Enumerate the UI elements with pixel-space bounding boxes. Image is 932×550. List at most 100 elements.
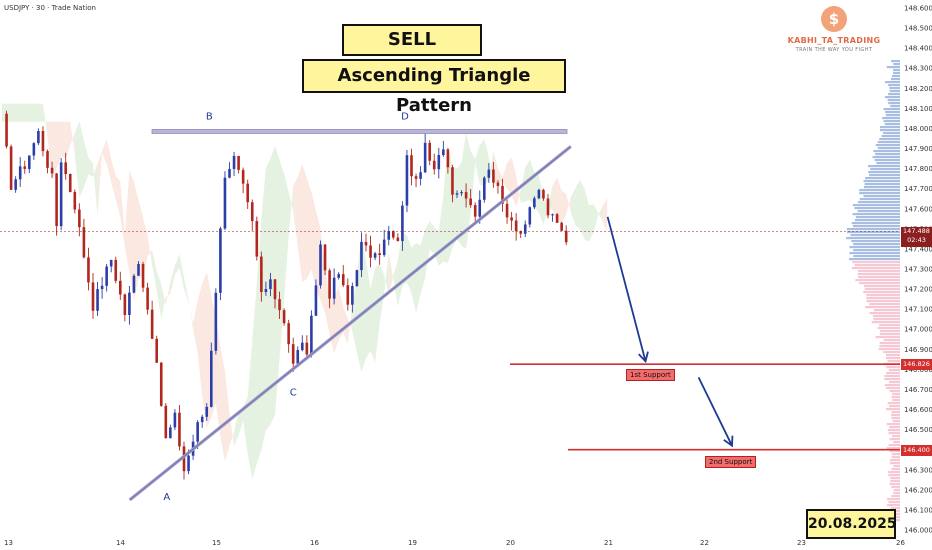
candle-body bbox=[155, 338, 158, 363]
candle-body bbox=[483, 177, 486, 200]
profile-bar bbox=[889, 90, 900, 93]
cloud-segment bbox=[174, 253, 180, 275]
cloud-segment bbox=[279, 159, 285, 359]
y-tick-label: 147.900 bbox=[904, 145, 932, 153]
y-tick-label: 147.600 bbox=[904, 205, 932, 213]
cloud-segment bbox=[416, 243, 421, 313]
candle-body bbox=[360, 241, 363, 271]
date-stamp: 20.08.2025 bbox=[806, 509, 897, 539]
candle-body bbox=[501, 185, 504, 204]
price-axis: 148.600 148.500 148.400 148.300 148.200 148.1… bbox=[900, 0, 932, 550]
candle-body bbox=[169, 427, 172, 439]
candle-body bbox=[91, 282, 95, 311]
cloud-segment bbox=[170, 265, 175, 294]
candle-body bbox=[137, 263, 140, 276]
y-tick-label: 148.500 bbox=[904, 25, 932, 33]
profile-bar bbox=[863, 195, 900, 198]
drawings bbox=[0, 129, 900, 502]
profile-bar bbox=[875, 144, 900, 147]
candle-body bbox=[5, 113, 8, 147]
profile-bar bbox=[859, 282, 900, 285]
candle-body bbox=[14, 179, 17, 190]
profile-bar bbox=[883, 351, 900, 354]
brand-tagline: TRAIN THE WAY YOU FIGHT bbox=[795, 47, 873, 53]
cloud-segment bbox=[106, 139, 112, 182]
profile-bar bbox=[846, 228, 900, 231]
profile-bar bbox=[874, 159, 900, 162]
cloud-segment bbox=[52, 121, 57, 180]
profile-bar bbox=[846, 237, 900, 240]
profile-bar bbox=[888, 102, 900, 105]
cloud-segment bbox=[33, 103, 39, 122]
candle-body bbox=[141, 263, 145, 288]
profile-bar bbox=[889, 426, 900, 429]
profile-bar bbox=[887, 402, 900, 405]
profile-bar bbox=[887, 498, 900, 501]
profile-bar bbox=[879, 345, 900, 348]
candle-body bbox=[492, 169, 495, 183]
profile-bar bbox=[888, 444, 900, 447]
candle-body bbox=[64, 162, 67, 175]
y-tick-label: 147.200 bbox=[904, 286, 932, 294]
profile-bar bbox=[888, 501, 900, 504]
candle-body bbox=[564, 230, 568, 243]
y-tick-label: 147.100 bbox=[904, 306, 932, 314]
cloud-segment bbox=[529, 159, 535, 207]
profile-bar bbox=[884, 96, 900, 99]
support-label-2: 2nd Support bbox=[705, 456, 757, 468]
y-tick-label: 146.300 bbox=[904, 466, 932, 474]
cloud-segment bbox=[575, 179, 580, 229]
profile-bar bbox=[889, 381, 900, 384]
profile-bar bbox=[877, 141, 900, 144]
cloud-segment bbox=[538, 175, 544, 225]
profile-bar bbox=[883, 339, 900, 342]
candle-body bbox=[323, 244, 327, 271]
profile-bar bbox=[872, 156, 900, 159]
y-tick-label: 148.100 bbox=[904, 105, 932, 113]
profile-bar bbox=[858, 270, 900, 273]
x-tick-label: 19 bbox=[408, 539, 417, 547]
cloud-segment bbox=[179, 253, 184, 289]
cloud-segment bbox=[42, 103, 48, 137]
profile-bar bbox=[866, 294, 900, 297]
cloud-segment bbox=[329, 297, 335, 354]
cloud-segment bbox=[238, 406, 244, 436]
cloud-segment bbox=[384, 252, 389, 295]
profile-bar bbox=[886, 66, 900, 69]
profile-bar bbox=[891, 75, 900, 78]
profile-bar bbox=[851, 222, 900, 225]
profile-bar bbox=[891, 60, 900, 63]
cloud-segment bbox=[388, 252, 394, 295]
cloud-segment bbox=[38, 103, 43, 122]
profile-bar bbox=[888, 84, 900, 87]
x-tick-label: 26 bbox=[896, 539, 905, 547]
profile-bar bbox=[873, 315, 900, 318]
profile-bar bbox=[885, 354, 900, 357]
cloud-segment bbox=[97, 151, 103, 217]
candle-body bbox=[159, 362, 163, 406]
y-tick-label: 148.600 bbox=[904, 5, 932, 13]
profile-bar bbox=[853, 255, 900, 258]
cloud-segment bbox=[443, 145, 448, 264]
profile-bar bbox=[849, 252, 900, 255]
profile-bar bbox=[854, 264, 900, 267]
cloud-segment bbox=[243, 396, 248, 455]
price-axis-bg bbox=[900, 0, 932, 550]
candle-body bbox=[537, 189, 541, 199]
candle-body bbox=[378, 253, 381, 256]
profile-bar bbox=[854, 207, 900, 210]
profile-bar bbox=[890, 78, 900, 81]
candles bbox=[5, 110, 568, 480]
cloud-segment bbox=[516, 175, 521, 207]
ichimoku-cloud bbox=[2, 103, 608, 480]
profile-bar bbox=[859, 198, 900, 201]
profile-bar bbox=[853, 243, 900, 246]
profile-bar bbox=[892, 435, 900, 438]
candle-body bbox=[128, 292, 131, 315]
profile-bar bbox=[889, 462, 900, 465]
cloud-segment bbox=[275, 145, 280, 415]
y-tick-label: 146.000 bbox=[904, 527, 932, 535]
resistance-line bbox=[151, 129, 568, 134]
profile-bar bbox=[869, 312, 900, 315]
